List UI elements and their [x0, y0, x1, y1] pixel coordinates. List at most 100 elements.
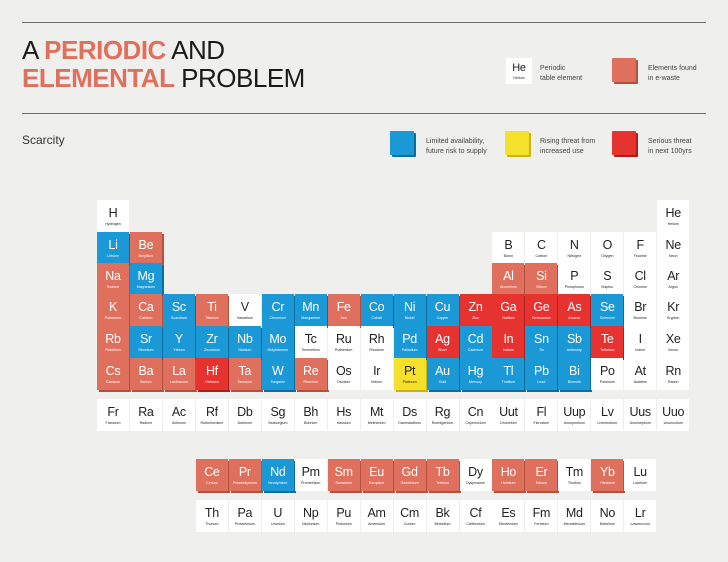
element-symbol: Ne: [665, 238, 681, 252]
element-cr: Cr Chromium: [261, 294, 294, 326]
element-symbol: Ce: [204, 465, 220, 479]
element-symbol: Pd: [402, 332, 417, 346]
element-symbol: V: [240, 300, 249, 314]
element-symbol: Y: [174, 332, 183, 346]
element-name: Vanadium: [236, 316, 253, 320]
element-name: Copernicium: [465, 421, 486, 425]
element-symbol: Tc: [304, 332, 317, 346]
element-name: Astatine: [633, 380, 647, 384]
element-symbol: Ho: [500, 465, 517, 479]
element-name: Xenon: [667, 348, 679, 352]
element-name: Niobium: [238, 348, 252, 352]
element-pt: Pt Platinum: [393, 358, 426, 390]
element-h: H Hydrogen: [97, 200, 129, 232]
element-np: Np Neptunium: [294, 500, 327, 532]
element-name: Antimony: [566, 348, 582, 352]
element-ir: Ir Iridium: [360, 358, 393, 390]
element-name: Palladium: [401, 348, 418, 352]
element-symbol: Nb: [237, 332, 253, 346]
element-symbol: As: [567, 300, 582, 314]
element-name: Hassium: [336, 421, 351, 425]
element-md: Md Mendelevium: [558, 500, 591, 532]
element-ra: Ra Radium: [129, 399, 162, 431]
element-name: Bohrium: [303, 421, 318, 425]
element-symbol: Ar: [667, 269, 680, 283]
element-name: Sulphur: [601, 285, 614, 289]
element-cu: Cu Copper: [426, 294, 459, 326]
element-ce: Ce Cerium: [195, 459, 228, 491]
element-name: Yttrium: [173, 348, 185, 352]
element-name: Roentgenium: [431, 421, 454, 425]
section-subtitle: Scarcity: [22, 133, 65, 147]
element-pb: Pb Lead: [525, 358, 558, 390]
element-uup: Uup Ununpentium: [558, 399, 591, 431]
element-name: Samarium: [335, 481, 352, 485]
element-name: Iridium: [371, 380, 382, 384]
legend-ewaste-label: Elements found in e-waste: [648, 64, 697, 84]
element-symbol: Rg: [434, 405, 451, 419]
element-name: Seaborgium: [268, 421, 288, 425]
element-symbol: Hs: [336, 405, 352, 419]
legend-periodic-line2: table element: [540, 75, 583, 82]
legend-limited-line1: Limited availability,: [426, 138, 485, 145]
element-symbol: At: [634, 364, 647, 378]
element-symbol: Al: [503, 269, 514, 283]
element-symbol: P: [570, 269, 579, 283]
element-symbol: Cu: [434, 300, 451, 314]
element-symbol: Ir: [373, 364, 381, 378]
element-name: Calcium: [139, 316, 153, 320]
element-br: Br Bromine: [624, 294, 657, 326]
element-symbol: Fe: [336, 300, 351, 314]
element-name: Barium: [140, 380, 152, 384]
element-symbol: U: [273, 506, 283, 520]
element-name: Terbium: [436, 481, 449, 485]
element-pu: Pu Plutonium: [327, 500, 360, 532]
element-o: O Oxygen: [591, 232, 624, 264]
element-name: Francium: [105, 421, 121, 425]
element-name: Livermorium: [597, 421, 618, 425]
element-name: Lithium: [107, 254, 119, 258]
element-symbol: Uuo: [662, 405, 685, 419]
element-lv: Lv Livermorium: [591, 399, 624, 431]
element-name: Uranium: [271, 522, 285, 526]
element-rg: Rg Roentgenium: [426, 399, 459, 431]
element-symbol: Rf: [205, 405, 218, 419]
element-symbol: Bi: [569, 364, 580, 378]
title-problem: PROBLEM: [174, 63, 305, 93]
element-name: Molybdenum: [267, 348, 289, 352]
element-cf: Cf Californium: [459, 500, 492, 532]
element-ho: Ho Holmium: [492, 459, 525, 491]
element-name: Chromium: [269, 316, 287, 320]
element-rf: Rf Rutherfordium: [195, 399, 228, 431]
element-name: Copper: [436, 316, 449, 320]
element-as: As Arsenic: [558, 294, 591, 326]
element-name: Lawrencium: [630, 522, 650, 526]
element-symbol: Mg: [137, 269, 155, 283]
element-symbol: Sb: [566, 332, 582, 346]
element-i: I Iodine: [624, 326, 657, 358]
element-symbol: Cl: [634, 269, 647, 283]
element-symbol: Lu: [633, 465, 648, 479]
element-symbol: In: [503, 332, 514, 346]
element-sr: Sr Strontium: [129, 326, 162, 358]
element-symbol: Uus: [629, 405, 652, 419]
element-symbol: Uup: [563, 405, 586, 419]
element-sb: Sb Antimony: [558, 326, 591, 358]
element-symbol: Dy: [468, 465, 483, 479]
element-name: Flerovium: [533, 421, 550, 425]
element-rn: Rn Radon: [657, 358, 690, 390]
element-name: Thorium: [205, 522, 219, 526]
element-name: Radium: [139, 421, 153, 425]
element-symbol: Es: [501, 506, 516, 520]
element-am: Am Americium: [360, 500, 393, 532]
element-tm: Tm Thulium: [558, 459, 591, 491]
element-name: Silver: [438, 348, 447, 352]
element-symbol: Md: [565, 506, 583, 520]
element-cm: Cm Curium: [393, 500, 426, 532]
legend-sample-name: Helium: [513, 76, 525, 80]
element-mn: Mn Manganese: [294, 294, 327, 326]
middle-divider: [22, 113, 706, 114]
element-symbol: Cn: [467, 405, 484, 419]
element-sm: Sm Samarium: [327, 459, 360, 491]
element-name: Neodymium: [268, 481, 288, 485]
